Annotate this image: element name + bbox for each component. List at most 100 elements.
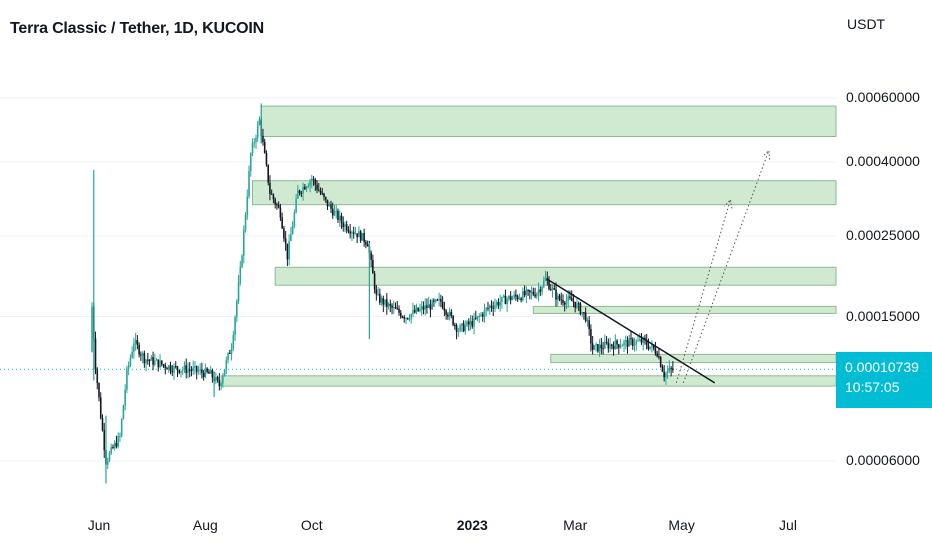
candle-body (452, 315, 454, 325)
candle-body (208, 371, 210, 374)
support-resistance-zones (220, 105, 837, 387)
candle-body (166, 368, 168, 370)
price-zone[interactable] (550, 353, 837, 364)
candle-body (420, 306, 423, 309)
y-tick-label: 0.00025000 (846, 227, 920, 244)
candle-body (335, 210, 338, 212)
price-zone[interactable] (251, 180, 837, 206)
candle-body (269, 182, 271, 194)
candle-body (365, 241, 367, 245)
candle-body (630, 338, 632, 340)
candle-body (229, 352, 231, 354)
candle-body (651, 344, 653, 347)
grid-lines (0, 97, 836, 462)
candle-body (300, 192, 303, 194)
candle-body (541, 286, 543, 292)
candle-body (586, 320, 589, 322)
candle-body (618, 344, 620, 348)
candle-body (619, 346, 622, 348)
candle-body (230, 348, 233, 354)
candle-body (672, 368, 674, 371)
descending-trendline[interactable] (546, 278, 716, 384)
candle-body (429, 304, 432, 310)
candle-body (188, 369, 191, 371)
candle-body (324, 197, 327, 200)
candle-body (525, 290, 528, 296)
candle-body (642, 337, 645, 343)
candle-body (670, 367, 672, 369)
candle-body (138, 344, 140, 355)
candle-body (623, 341, 625, 346)
candle-body (506, 298, 508, 305)
candle-body (284, 238, 287, 244)
candle-body (154, 360, 156, 365)
candle-body (99, 397, 102, 419)
candle-body (513, 294, 515, 298)
candle-body (515, 294, 517, 297)
price-zone[interactable] (220, 375, 837, 387)
candle-body (181, 369, 184, 371)
candle-body (239, 267, 242, 283)
bar-countdown: 10:57:05 (845, 379, 900, 395)
candle-body (480, 314, 482, 316)
candle-body (297, 190, 299, 199)
candle-body (665, 373, 667, 378)
candle-body (532, 291, 535, 295)
candle-body (311, 178, 313, 182)
y-tick-label: 0.00040000 (846, 152, 920, 169)
candle-body (347, 230, 350, 232)
candle-body (338, 215, 341, 220)
candle-body (373, 273, 376, 290)
candle-body (251, 143, 254, 154)
candle-body (354, 233, 357, 235)
candle-body (349, 231, 351, 234)
candle-body (122, 405, 125, 420)
candle-body (501, 296, 503, 303)
candle-body (331, 208, 334, 216)
candle-body (317, 189, 320, 191)
projection-arrows[interactable] (675, 149, 771, 384)
candle-body (539, 289, 542, 292)
candle-body (536, 293, 538, 297)
candle-body (155, 359, 158, 361)
candle-body (398, 308, 400, 313)
candle-body (469, 321, 472, 325)
candle-body (91, 306, 93, 352)
price-zone[interactable] (532, 305, 837, 314)
candle-body (169, 365, 172, 371)
candle-body (611, 344, 613, 346)
candle-body (485, 308, 488, 310)
candle-body (433, 300, 435, 302)
candle-body (412, 310, 414, 314)
y-tick-label: 0.00015000 (846, 307, 920, 324)
candle-body (626, 340, 629, 347)
candle-body (478, 315, 481, 317)
candle-body (661, 366, 664, 372)
candle-body (302, 186, 304, 194)
candle-body (237, 282, 240, 301)
candle-body (131, 351, 133, 358)
candle-body (380, 298, 383, 303)
candle-body (555, 289, 557, 300)
candle-body (204, 368, 207, 377)
candle-body (96, 369, 99, 384)
candle-body (330, 204, 332, 209)
candle-body (663, 371, 665, 378)
candle-body (563, 303, 566, 305)
candle-body (576, 303, 578, 308)
candle-body (375, 289, 378, 295)
projection-line[interactable] (682, 150, 770, 384)
candle-body (659, 357, 662, 367)
candle-body (352, 232, 355, 234)
candle-body (645, 340, 648, 346)
candle-body (119, 435, 121, 437)
candle-body (511, 297, 514, 300)
candle-body (628, 338, 631, 347)
price-zone[interactable] (260, 105, 837, 137)
candle-body (255, 137, 257, 143)
candle-body (249, 153, 252, 172)
candle-body (307, 185, 310, 188)
candle-body (173, 366, 175, 373)
candle-body (562, 300, 564, 304)
